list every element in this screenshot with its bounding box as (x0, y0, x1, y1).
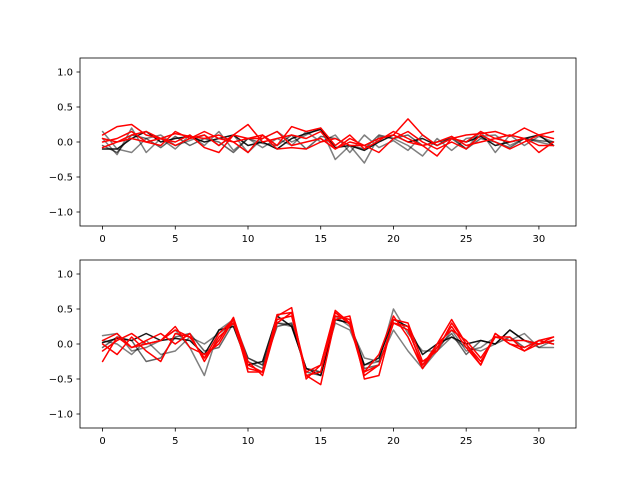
red-series-line-8 (101, 315, 555, 377)
y-tick-label: 1.0 (57, 68, 73, 79)
y-tick-label: −0.5 (49, 375, 73, 386)
x-tick-label: 20 (387, 436, 400, 447)
x-tick-label: 25 (460, 234, 473, 245)
x-tick-label: 20 (387, 234, 400, 245)
x-tick-label: 0 (99, 436, 105, 447)
red-series-line-6 (101, 311, 555, 386)
y-tick-label: −1.0 (49, 208, 73, 219)
red-series-line-6 (101, 125, 555, 157)
top-subplot: 0 5 10 15 20 25 30 −1.0 −0.5 0.0 0.5 1.0 (49, 57, 577, 245)
x-tick-label: 0 (99, 234, 105, 245)
y-tick-label: 0.0 (57, 138, 73, 149)
x-tick-label: 30 (533, 234, 546, 245)
x-tick-label: 25 (460, 436, 473, 447)
x-tick-label: 5 (172, 234, 178, 245)
x-tick-label: 15 (314, 234, 327, 245)
x-tick-label: 15 (314, 436, 327, 447)
y-tick-label: 1.0 (57, 270, 73, 281)
y-tick-label: −0.5 (49, 173, 73, 184)
series-group (101, 306, 555, 386)
bottom-subplot: 0 5 10 15 20 25 30 −1.0 −0.5 0.0 0.5 1.0 (49, 259, 577, 447)
y-tick-label: −1.0 (49, 410, 73, 421)
x-tick-label: 10 (242, 436, 255, 447)
x-tick-label: 30 (533, 436, 546, 447)
y-tick-label: 0.0 (57, 340, 73, 351)
red-series-line-7 (101, 130, 555, 154)
x-tick-label: 10 (242, 234, 255, 245)
y-tick-label: 0.5 (57, 103, 73, 114)
series-group (101, 118, 555, 164)
x-tick-label: 5 (172, 436, 178, 447)
red-series-line-7 (101, 311, 555, 377)
red-series-line-8 (101, 130, 555, 154)
black-series-line-4 (101, 315, 555, 377)
y-tick-label: 0.5 (57, 305, 73, 316)
